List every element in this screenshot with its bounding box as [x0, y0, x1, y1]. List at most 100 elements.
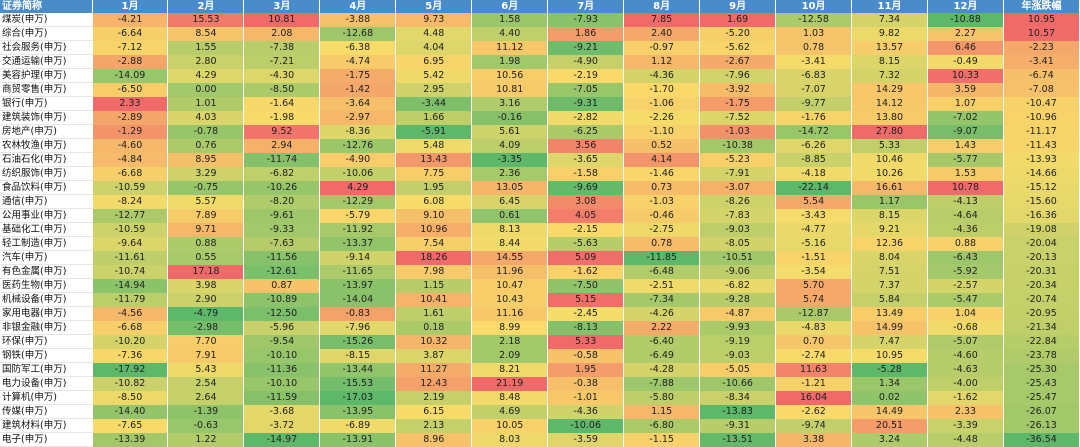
heatmap-cell: -5.63 [547, 236, 625, 251]
heatmap-cell: -5.91 [395, 124, 473, 139]
heatmap-cell: -4.60 [92, 138, 169, 153]
heatmap-cell: -6.49 [623, 348, 701, 363]
heatmap-cell: -0.58 [547, 348, 625, 363]
row-label: 房地产(申万) [0, 124, 93, 139]
heatmap-cell: 1.95 [547, 362, 625, 377]
heatmap-cell: 5.33 [547, 334, 625, 349]
heatmap-cell: -5.77 [927, 152, 1004, 167]
row-label: 食品饮料(申万) [0, 180, 93, 195]
heatmap-cell: -10.06 [319, 166, 397, 181]
heatmap-cell: 5.09 [547, 250, 625, 265]
heatmap-cell: 3.16 [471, 96, 549, 111]
header-col-0: 1月 [92, 0, 169, 13]
heatmap-cell: -6.38 [319, 40, 397, 55]
heatmap-cell: -4.74 [319, 54, 397, 69]
heatmap-cell: 0.78 [775, 40, 853, 55]
heatmap-cell: -7.52 [699, 110, 777, 125]
heatmap-cell: 14.99 [851, 320, 928, 335]
heatmap-cell: -5.20 [699, 26, 777, 41]
heatmap-cell: -9.54 [243, 334, 321, 349]
heatmap-cell: 10.47 [471, 278, 549, 293]
heatmap-cell: 4.29 [319, 180, 397, 195]
heatmap-cell: -4.28 [623, 362, 701, 377]
heatmap-cell: -9.93 [699, 320, 777, 335]
heatmap-cell: 10.81 [243, 13, 321, 27]
heatmap-cell: -10.10 [243, 376, 321, 391]
heatmap-cell: 11.12 [471, 40, 549, 55]
heatmap-cell: 10.95 [851, 348, 928, 363]
heatmap-cell: 5.57 [167, 194, 245, 209]
heatmap-cell: -5.05 [699, 362, 777, 377]
heatmap-cell: -1.03 [699, 124, 777, 139]
heatmap-cell: -3.92 [699, 82, 777, 97]
row-label: 医药生物(申万) [0, 278, 93, 293]
header-col-5: 6月 [471, 0, 549, 13]
heatmap-cell: 1.15 [395, 278, 473, 293]
heatmap-cell: -7.07 [775, 82, 853, 97]
heatmap-cell: 2.80 [167, 54, 245, 69]
heatmap-cell: -16.36 [1003, 208, 1080, 223]
heatmap-cell: 27.80 [851, 124, 928, 139]
heatmap-cell: 1.69 [699, 13, 777, 27]
heatmap-cell: 6.15 [395, 404, 473, 419]
heatmap-cell: 7.70 [167, 334, 245, 349]
heatmap-cell: -9.28 [699, 292, 777, 307]
heatmap-cell: 2.90 [167, 292, 245, 307]
heatmap-cell: -9.69 [547, 180, 625, 195]
row-label: 建筑装饰(申万) [0, 110, 93, 125]
row-label: 钢铁(申万) [0, 348, 93, 363]
heatmap-cell: -1.10 [623, 124, 701, 139]
heatmap-cell: 5.15 [547, 292, 625, 307]
heatmap-cell: -4.90 [319, 152, 397, 167]
heatmap-cell: -2.57 [927, 278, 1004, 293]
row-label: 机械设备(申万) [0, 292, 93, 307]
row-label: 有色金属(申万) [0, 264, 93, 279]
heatmap-cell: -2.74 [775, 348, 853, 363]
heatmap-cell: 13.49 [851, 306, 928, 321]
heatmap-cell: -5.47 [927, 292, 1004, 307]
heatmap-cell: -6.43 [927, 250, 1004, 265]
heatmap-cell: -4.87 [699, 306, 777, 321]
heatmap-cell: -0.97 [623, 40, 701, 55]
row-label: 银行(申万) [0, 96, 93, 111]
table-row: 食品饮料(申万) -10.59 -0.75 -10.26 4.29 1.95 13.05 -9… [0, 180, 1080, 195]
heatmap-cell: -10.51 [699, 250, 777, 265]
table-row: 计算机(申万) -8.50 2.64 -11.59 -17.03 2.19 8.48 -1.0… [0, 390, 1080, 405]
heatmap-cell: 17.18 [167, 264, 245, 279]
heatmap-cell: 0.02 [851, 390, 928, 405]
row-label: 轻工制造(申万) [0, 236, 93, 251]
heatmap-cell: -7.08 [1003, 82, 1080, 97]
heatmap-cell: 7.91 [167, 348, 245, 363]
heatmap-cell: 12.43 [395, 376, 473, 391]
header-row: 证券简称 1月 2月 3月 4月 5月 6月 7月 8月 9月 10月 11月 12月 年涨跌幅 [0, 0, 1080, 13]
heatmap-cell: 12.36 [851, 236, 928, 251]
heatmap-cell: -8.36 [319, 124, 397, 139]
heatmap-cell: 21.19 [471, 376, 549, 391]
heatmap-cell: 4.04 [395, 40, 473, 55]
heatmap-cell: -1.58 [547, 166, 625, 181]
heatmap-cell: -11.61 [92, 250, 169, 265]
heatmap-cell: -2.51 [623, 278, 701, 293]
heatmap-cell: -2.26 [623, 110, 701, 125]
heatmap-cell: -7.38 [243, 40, 321, 55]
heatmap-cell: -4.90 [547, 54, 625, 69]
heatmap-cell: 2.64 [167, 390, 245, 405]
heatmap-cell: -0.49 [927, 54, 1004, 69]
heatmap-cell: 11.16 [471, 306, 549, 321]
heatmap-cell: -10.96 [1003, 110, 1080, 125]
row-label: 建筑材料(申万) [0, 418, 93, 433]
table-row: 石油石化(申万) -4.84 8.95 -11.74 -4.90 13.43 -3.35 -3… [0, 152, 1080, 167]
heatmap-cell: 1.04 [927, 306, 1004, 321]
heatmap-cell: 1.98 [471, 54, 549, 69]
heatmap-cell: -4.64 [927, 208, 1004, 223]
table-row: 家用电器(申万) -4.56 -4.79 -12.50 -0.83 1.61 11.16 -2… [0, 306, 1080, 321]
heatmap-cell: 13.05 [471, 180, 549, 195]
heatmap-cell: 0.52 [623, 138, 701, 153]
heatmap-cell: 1.03 [775, 26, 853, 41]
row-label: 汽车(申万) [0, 250, 93, 265]
heatmap-cell: -8.13 [547, 320, 625, 335]
heatmap-cell: 1.55 [167, 40, 245, 55]
header-col-12: 年涨跌幅 [1003, 0, 1080, 13]
heatmap-cell: -6.64 [92, 26, 169, 41]
heatmap-cell: -1.64 [243, 96, 321, 111]
